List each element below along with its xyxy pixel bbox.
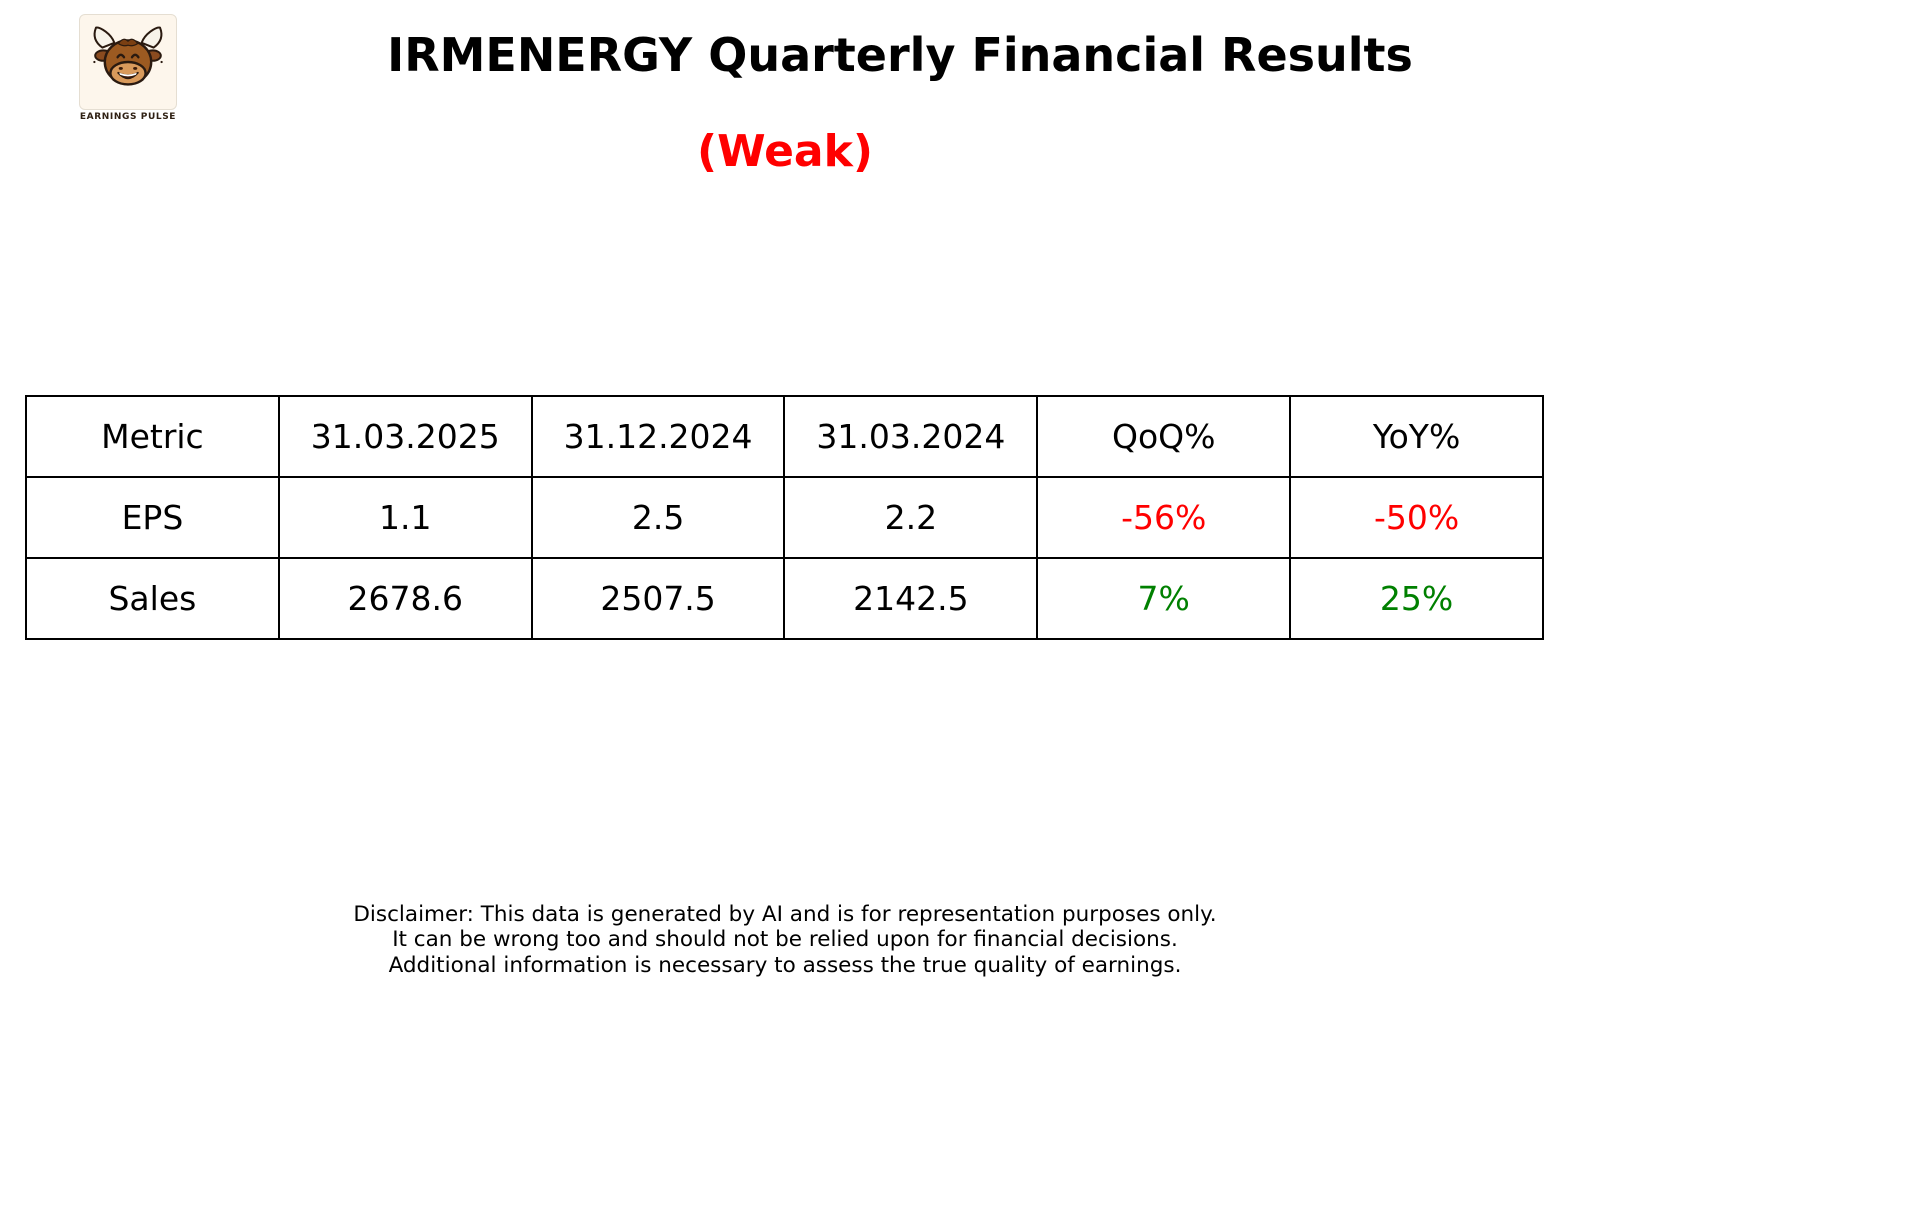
sales-qoq-cell: 7% (1036, 557, 1292, 640)
disclaimer-line-3: Additional information is necessary to a… (388, 952, 1182, 978)
disclaimer: Disclaimer: This data is generated by AI… (0, 902, 1570, 978)
disclaimer-line-2: It can be wrong too and should not be re… (392, 927, 1178, 953)
header-cell-qoq: QoQ% (1036, 395, 1292, 478)
page-title: IRMENERGY Quarterly Financial Results (387, 28, 1413, 82)
brand-logo: EARNINGS PULSE (76, 14, 180, 122)
quarterly-results-table: Metric 31.03.2025 31.12.2024 31.03.2024 … (25, 395, 1544, 640)
disclaimer-line-1: Disclaimer: This data is generated by AI… (353, 902, 1217, 927)
eps-metric-cell: EPS (25, 476, 280, 559)
verdict-label: (Weak) (697, 126, 873, 177)
bull-mascot-icon (79, 14, 177, 110)
sales-value-cell: 2678.6 (277, 557, 533, 640)
table-header-row: Metric 31.03.2025 31.12.2024 31.03.2024 … (25, 395, 1544, 478)
sales-value-cell: 2142.5 (783, 557, 1039, 640)
eps-value-cell: 1.1 (277, 476, 533, 559)
header-cell-yoy: YoY% (1289, 395, 1544, 478)
header-cell-period-2: 31.12.2024 (530, 395, 786, 478)
eps-qoq-cell: -56% (1036, 476, 1292, 559)
header-cell-period-3: 31.03.2024 (783, 395, 1039, 478)
eps-value-cell: 2.5 (530, 476, 786, 559)
table-row-eps: EPS 1.1 2.5 2.2 -56% -50% (25, 476, 1544, 559)
header-cell-period-1: 31.03.2025 (277, 395, 533, 478)
eps-yoy-cell: -50% (1289, 476, 1544, 559)
header-cell-metric: Metric (25, 395, 280, 478)
eps-value-cell: 2.2 (783, 476, 1039, 559)
sales-value-cell: 2507.5 (530, 557, 786, 640)
sales-yoy-cell: 25% (1289, 557, 1544, 640)
brand-name: EARNINGS PULSE (79, 112, 177, 122)
sales-metric-cell: Sales (25, 557, 280, 640)
table-row-sales: Sales 2678.6 2507.5 2142.5 7% 25% (25, 557, 1544, 640)
